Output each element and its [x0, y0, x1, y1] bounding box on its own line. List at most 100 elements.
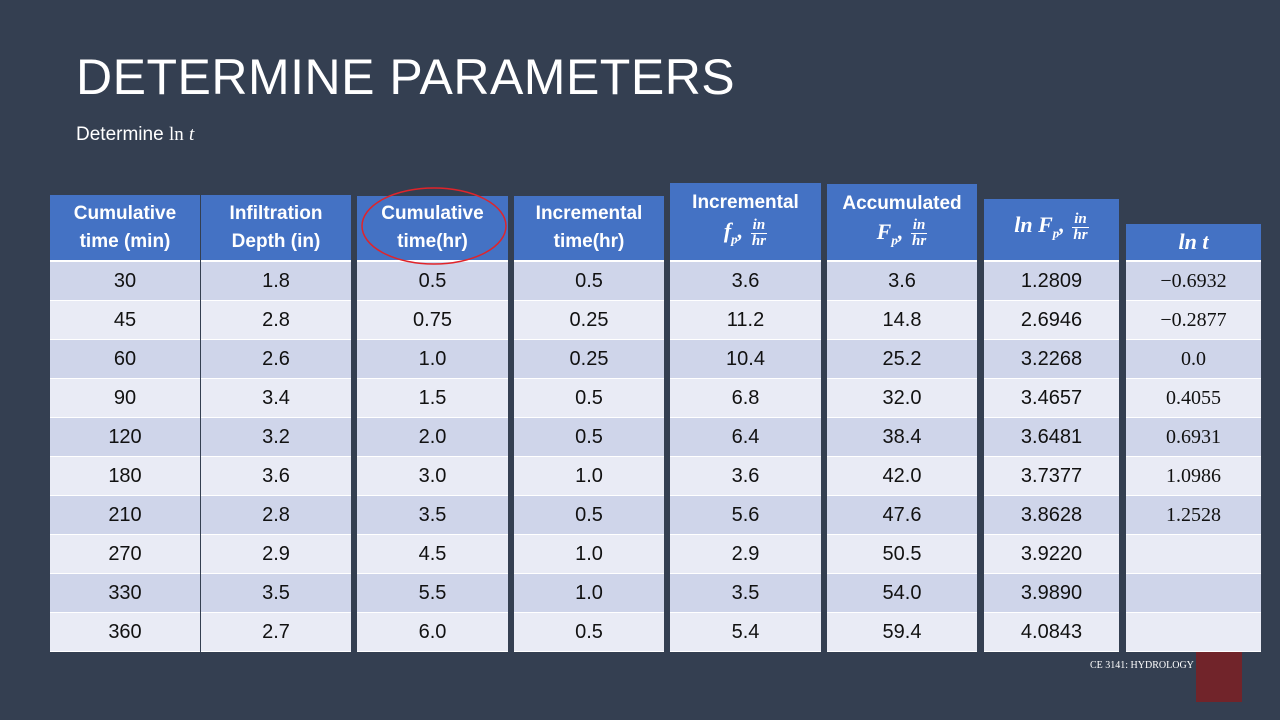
table-cell: 4.0843: [984, 613, 1119, 652]
table-cell: 1.0: [357, 340, 508, 379]
header-line: Cumulative: [381, 203, 484, 224]
table-cell: 3.6: [201, 457, 351, 496]
table-cell: [1126, 535, 1261, 574]
table-column: Accumulated Fp, in hr 3.6 14.8 25.2 32.0 38.4 42…: [827, 184, 977, 652]
frac-num: in: [910, 217, 928, 235]
table-cell: 0.5: [514, 418, 664, 457]
column-header: ln t: [1126, 224, 1261, 262]
table-cell: 3.4657: [984, 379, 1119, 418]
table-cell: 5.6: [670, 496, 821, 535]
header-line: Incremental: [535, 203, 643, 224]
table-cell: 3.4: [201, 379, 351, 418]
footer: CE 3141: HYDROLOGY: [1090, 660, 1194, 671]
math-var: f: [723, 218, 732, 244]
table-cell: 45: [50, 301, 200, 340]
table-column: ln Fp, in hr 1.2809 2.6946 3.2268 3.4657 3.648…: [984, 199, 1119, 652]
table-cell: 2.9: [201, 535, 351, 574]
header-line: Accumulated: [842, 192, 962, 214]
table-cell: 330: [50, 574, 200, 613]
table-cell: 2.9: [670, 535, 821, 574]
math-fn: ln: [168, 124, 184, 145]
math-var: t: [1202, 229, 1209, 254]
math-var: t: [189, 124, 195, 145]
table-column: ln t −0.6932 −0.2877 0.0 0.4055 0.6931 1.0986 1…: [1126, 224, 1261, 652]
table-cell: 38.4: [827, 418, 977, 457]
table-cell: 120: [50, 418, 200, 457]
table-cell: 47.6: [827, 496, 977, 535]
table-cell: 1.2528: [1126, 496, 1261, 535]
column-header: Cumulative time (min): [50, 195, 200, 262]
table-cell: 50.5: [827, 535, 977, 574]
table-cell: 1.0: [514, 457, 664, 496]
table-cell: 4.5: [357, 535, 508, 574]
table-cell: 42.0: [827, 457, 977, 496]
table-cell: 0.5: [514, 613, 664, 652]
header-math: ln t: [1179, 228, 1209, 256]
header-line: time(hr): [397, 231, 468, 252]
table-cell: 2.8: [201, 496, 351, 535]
column-header: Cumulative time(hr): [357, 196, 508, 262]
table-column: Cumulative time (min) 30 45 60 90 120 180 210 270…: [50, 195, 200, 652]
table-cell: 25.2: [827, 340, 977, 379]
table-cell: 3.2268: [984, 340, 1119, 379]
table-cell: 1.0: [514, 574, 664, 613]
table-cell: 6.4: [670, 418, 821, 457]
table-cell: 10.4: [670, 340, 821, 379]
fraction: in hr: [910, 217, 928, 249]
header-math: ln Fp, in hr: [1014, 210, 1089, 243]
table-cell: 1.8: [201, 262, 351, 301]
table-cell: 6.8: [670, 379, 821, 418]
header-line: time (min): [79, 230, 171, 252]
table-cell: 14.8: [827, 301, 977, 340]
table-cell: 30: [50, 262, 200, 301]
table-column: Cumulative time(hr) 0.5 0.75 1.0 1.5 2.0 3.0 3.5…: [357, 196, 508, 652]
table-column: Incremental time(hr) 0.5 0.25 0.25 0.5 0.5 1.0 0…: [514, 196, 664, 652]
table-cell: [1126, 613, 1261, 652]
table-cell: 3.6: [670, 457, 821, 496]
table-cell: 0.4055: [1126, 379, 1261, 418]
table-cell: 54.0: [827, 574, 977, 613]
header-math: Fp, in hr: [876, 217, 928, 250]
fraction: in hr: [750, 217, 768, 249]
table-cell: 2.0: [357, 418, 508, 457]
table-cell: 3.0: [357, 457, 508, 496]
table-cell: 0.6931: [1126, 418, 1261, 457]
table-cell: 1.0986: [1126, 457, 1261, 496]
header-line: Cumulative: [73, 202, 177, 224]
subtitle: Determine ln t: [76, 124, 194, 146]
table-cell: 3.9890: [984, 574, 1119, 613]
subtitle-text: Determine: [76, 124, 164, 145]
table-cell: 1.5: [357, 379, 508, 418]
table-cell: −0.6932: [1126, 262, 1261, 301]
math-sub: p: [1052, 225, 1060, 241]
table-cell: 11.2: [670, 301, 821, 340]
table-cell: 180: [50, 457, 200, 496]
table-cell: 60: [50, 340, 200, 379]
table-cell: 2.6: [201, 340, 351, 379]
table-cell: 6.0: [357, 613, 508, 652]
table-cell: [1126, 574, 1261, 613]
table-cell: 270: [50, 535, 200, 574]
math-fn: ln: [1178, 229, 1197, 254]
table-cell: 2.7: [201, 613, 351, 652]
math-fn: ln: [1014, 212, 1033, 238]
table-cell: 5.5: [357, 574, 508, 613]
table-cell: −0.2877: [1126, 301, 1261, 340]
fraction: in hr: [1072, 211, 1089, 243]
logo: [1196, 652, 1242, 702]
table-cell: 0.25: [514, 301, 664, 340]
table-cell: 0.5: [357, 262, 508, 301]
table-cell: 3.5: [670, 574, 821, 613]
table-cell: 59.4: [827, 613, 977, 652]
header-line: Incremental: [692, 192, 799, 214]
table-cell: 3.7377: [984, 457, 1119, 496]
header-line: Depth (in): [231, 230, 321, 252]
header-line: Infiltration: [229, 202, 323, 224]
table-cell: 1.2809: [984, 262, 1119, 301]
table-cell: 360: [50, 613, 200, 652]
table-cell: 0.25: [514, 340, 664, 379]
column-header: Infiltration Depth (in): [201, 195, 351, 262]
table-cell: 90: [50, 379, 200, 418]
table-cell: 0.5: [514, 496, 664, 535]
